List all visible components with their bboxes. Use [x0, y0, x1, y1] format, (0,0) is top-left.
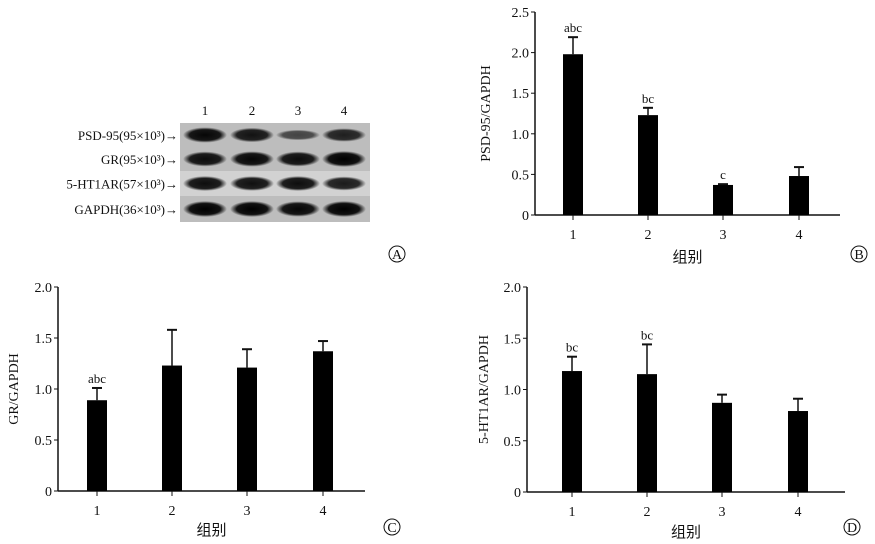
blot-band — [276, 151, 320, 167]
y-tick-label: 2.0 — [504, 281, 522, 296]
blot-band — [276, 176, 320, 191]
x-tick-label: 3 — [720, 228, 727, 243]
bar — [637, 374, 657, 492]
blot-band — [183, 201, 227, 217]
x-tick-label: 1 — [569, 505, 576, 520]
panel-b-chart: 0 0.5 1.0 1.5 2.0 2.5 1 abc 2 bc 3 c 4 PSD-95/GAPDH 组别… — [479, 6, 868, 266]
x-tick-label: 3 — [719, 505, 726, 520]
lane-number: 1 — [202, 103, 209, 118]
blot-row-label: PSD-95(95×10³)→ — [78, 128, 178, 143]
x-tick-label: 3 — [244, 504, 251, 519]
lane-number: 3 — [295, 103, 302, 118]
blot-band — [230, 127, 274, 143]
x-axis-label: 组别 — [671, 523, 701, 541]
bar — [87, 400, 107, 491]
bar — [638, 115, 658, 215]
y-tick-label: 2.0 — [512, 47, 530, 62]
blot-band — [230, 201, 274, 217]
blot-row-label: GAPDH(36×10³)→ — [74, 202, 178, 217]
x-tick-label: 4 — [320, 504, 327, 519]
y-tick-label: 1.5 — [512, 87, 530, 102]
y-tick-label: 0 — [522, 209, 529, 224]
y-tick-label: 0.5 — [35, 434, 53, 449]
bar — [712, 402, 732, 492]
y-axis-label: PSD-95/GAPDH — [479, 65, 494, 161]
x-tick-label: 1 — [94, 504, 101, 519]
significance-label: abc — [88, 371, 106, 386]
panel-label: C — [387, 521, 396, 536]
lane-number: 4 — [341, 103, 348, 118]
panel-d-chart: 0 0.5 1.0 1.5 2.0 1 bc 2 bc 3 4 5-HT1AR/GAPDH 组别 D — [477, 281, 861, 541]
lane-number: 2 — [249, 103, 256, 118]
significance-label: c — [720, 167, 726, 182]
y-tick-label: 1.0 — [504, 384, 522, 399]
y-tick-label: 1.0 — [35, 383, 53, 398]
x-tick-label: 1 — [570, 228, 577, 243]
y-tick-label: 1.0 — [512, 128, 530, 143]
bar — [563, 54, 583, 215]
bar — [713, 184, 733, 215]
panel-a-western-blot: 1 2 3 4 PSD-95(95×10³)→ GR(95×10³)→ 5-HT1AR(57… — [66, 103, 406, 263]
y-tick-label: 0.5 — [504, 435, 522, 450]
panel-label-circle — [388, 245, 406, 263]
blot-band — [183, 176, 227, 191]
significance-label: bc — [641, 327, 654, 342]
panel-label-circle — [850, 245, 868, 263]
panel-label: D — [847, 521, 857, 536]
blot-row-label: 5-HT1AR(57×10³)→ — [66, 177, 178, 192]
x-tick-label: 2 — [169, 504, 176, 519]
significance-label: abc — [564, 20, 582, 35]
bar — [162, 365, 182, 491]
blot-band — [183, 127, 227, 143]
bar — [313, 351, 333, 491]
blot-band — [183, 151, 227, 167]
y-tick-label: 1.5 — [35, 332, 53, 347]
bar — [237, 367, 257, 491]
y-tick-label: 1.5 — [504, 332, 522, 347]
panel-c-chart: 0 0.5 1.0 1.5 2.0 1 abc 2 3 4 GR/GAPDH 组别 C — [7, 281, 401, 539]
y-axis-label: GR/GAPDH — [7, 353, 22, 425]
blot-band — [276, 129, 320, 141]
y-tick-label: 0 — [45, 485, 52, 500]
y-tick-label: 0 — [514, 486, 521, 501]
blot-band — [322, 151, 366, 167]
y-tick-label: 2.0 — [35, 281, 53, 296]
bar — [788, 411, 808, 492]
blot-band — [230, 176, 274, 191]
x-tick-label: 4 — [796, 228, 803, 243]
bar — [562, 371, 582, 492]
x-axis-label: 组别 — [196, 521, 226, 539]
blot-row-label: GR(95×10³)→ — [101, 152, 178, 167]
blot-band — [230, 151, 274, 167]
x-axis-label: 组别 — [672, 248, 702, 266]
panel-label-circle — [843, 518, 861, 536]
x-tick-label: 2 — [645, 228, 652, 243]
significance-label: bc — [566, 340, 579, 355]
blot-band — [276, 201, 320, 217]
x-tick-label: 2 — [644, 505, 651, 520]
blot-band — [322, 201, 366, 217]
blot-band — [322, 176, 366, 191]
panel-label: B — [854, 248, 863, 263]
panel-label-circle — [383, 518, 401, 536]
x-tick-label: 4 — [795, 505, 802, 520]
blot-band — [322, 128, 366, 142]
y-axis-label: 5-HT1AR/GAPDH — [477, 335, 492, 444]
significance-label: bc — [642, 91, 655, 106]
bar — [789, 176, 809, 215]
panel-label: A — [392, 248, 403, 263]
y-tick-label: 2.5 — [512, 6, 530, 21]
y-tick-label: 0.5 — [512, 168, 530, 183]
